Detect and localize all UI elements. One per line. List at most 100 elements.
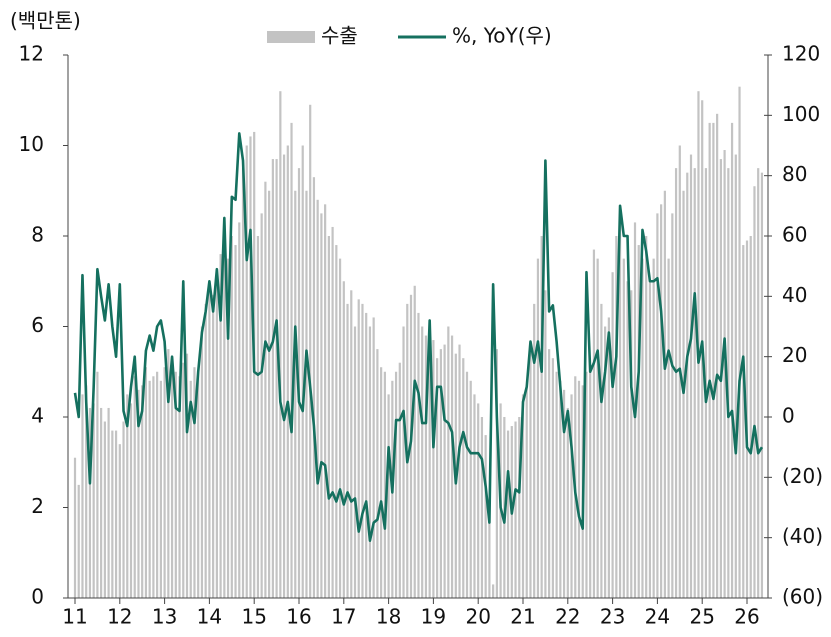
x-tick-label: 21: [510, 605, 535, 629]
bar: [114, 430, 118, 598]
bar: [488, 507, 491, 598]
bar: [156, 371, 159, 598]
bar: [734, 154, 737, 599]
y-tick-label: 6: [31, 313, 44, 337]
y2-tick-label: 120: [782, 42, 820, 66]
bar: [637, 245, 640, 599]
x-tick-label: 11: [62, 605, 87, 629]
bar: [212, 294, 215, 598]
y2-tick-label: (40): [782, 524, 823, 548]
bar: [462, 358, 465, 598]
bar: [536, 258, 540, 598]
bar: [372, 317, 375, 598]
bar: [141, 385, 144, 598]
bar: [749, 236, 752, 598]
bar: [148, 380, 151, 598]
x-tick-label: 12: [107, 605, 132, 629]
bar: [85, 385, 88, 598]
bar: [394, 371, 398, 598]
bar: [458, 344, 461, 598]
bar: [529, 349, 532, 598]
y2-tick-label: 0: [782, 404, 795, 428]
y-tick-label: 8: [31, 223, 44, 247]
bar: [514, 421, 517, 598]
x-tick-label: 15: [241, 605, 266, 629]
bar: [559, 380, 562, 598]
bar: [320, 213, 323, 598]
bar: [682, 190, 685, 598]
bar: [604, 326, 607, 598]
legend-swatch: [267, 31, 315, 43]
bar: [667, 258, 670, 598]
bar: [185, 353, 189, 598]
y-tick-label: 0: [31, 585, 44, 609]
bar: [600, 303, 603, 598]
y2-tick-label: (20): [782, 464, 823, 488]
bar: [439, 349, 442, 598]
bar: [335, 245, 338, 599]
bar: [152, 376, 155, 598]
y-tick-label: 12: [19, 42, 44, 66]
bar: [674, 168, 678, 598]
x-tick-label: 20: [465, 605, 490, 629]
bar: [436, 358, 439, 598]
bar: [689, 154, 693, 599]
bar: [611, 272, 614, 598]
bar: [428, 331, 431, 598]
bar: [521, 394, 525, 598]
x-tick-label: 26: [734, 605, 759, 629]
bar: [723, 150, 726, 598]
bar: [716, 113, 719, 598]
bar: [129, 403, 133, 598]
bar: [279, 91, 282, 598]
bar: [193, 367, 196, 598]
x-tick-label: 18: [376, 605, 401, 629]
y-tick-label: 4: [31, 404, 44, 428]
bar: [167, 349, 170, 598]
y2-tick-label: 60: [782, 223, 807, 247]
bar: [757, 168, 760, 598]
bar: [256, 236, 260, 598]
bar: [469, 380, 472, 598]
bar: [506, 430, 510, 598]
bar: [182, 362, 185, 598]
bar: [111, 430, 114, 598]
bar: [544, 290, 547, 598]
bar: [100, 407, 103, 598]
bar: [331, 226, 334, 598]
bar: [480, 417, 484, 598]
bar: [663, 190, 666, 598]
bar: [607, 317, 610, 598]
bar: [294, 190, 297, 598]
bar: [204, 303, 207, 598]
bar: [492, 584, 495, 598]
bar: [312, 177, 316, 599]
bar: [92, 403, 95, 598]
bar: [200, 326, 204, 598]
bar: [338, 258, 342, 598]
legend-label: %, YoY(우): [452, 24, 552, 48]
x-tick-label: 17: [331, 605, 356, 629]
bar: [245, 145, 248, 598]
bar: [615, 236, 618, 598]
bar: [712, 122, 715, 598]
bar: [368, 326, 372, 598]
bar: [525, 385, 528, 598]
bar: [660, 204, 663, 598]
bar: [342, 281, 345, 598]
bar: [268, 190, 271, 598]
bar: [226, 258, 230, 598]
x-tick-label: 14: [197, 605, 222, 629]
bar: [622, 258, 625, 598]
bar: [555, 371, 558, 598]
bar: [357, 299, 360, 598]
y2-tick-label: 20: [782, 343, 807, 367]
bar: [648, 281, 652, 598]
bar: [324, 204, 327, 598]
bar: [260, 213, 263, 598]
bar: [275, 159, 278, 598]
bar: [241, 168, 245, 598]
bar: [197, 371, 200, 598]
bar: [570, 394, 573, 598]
